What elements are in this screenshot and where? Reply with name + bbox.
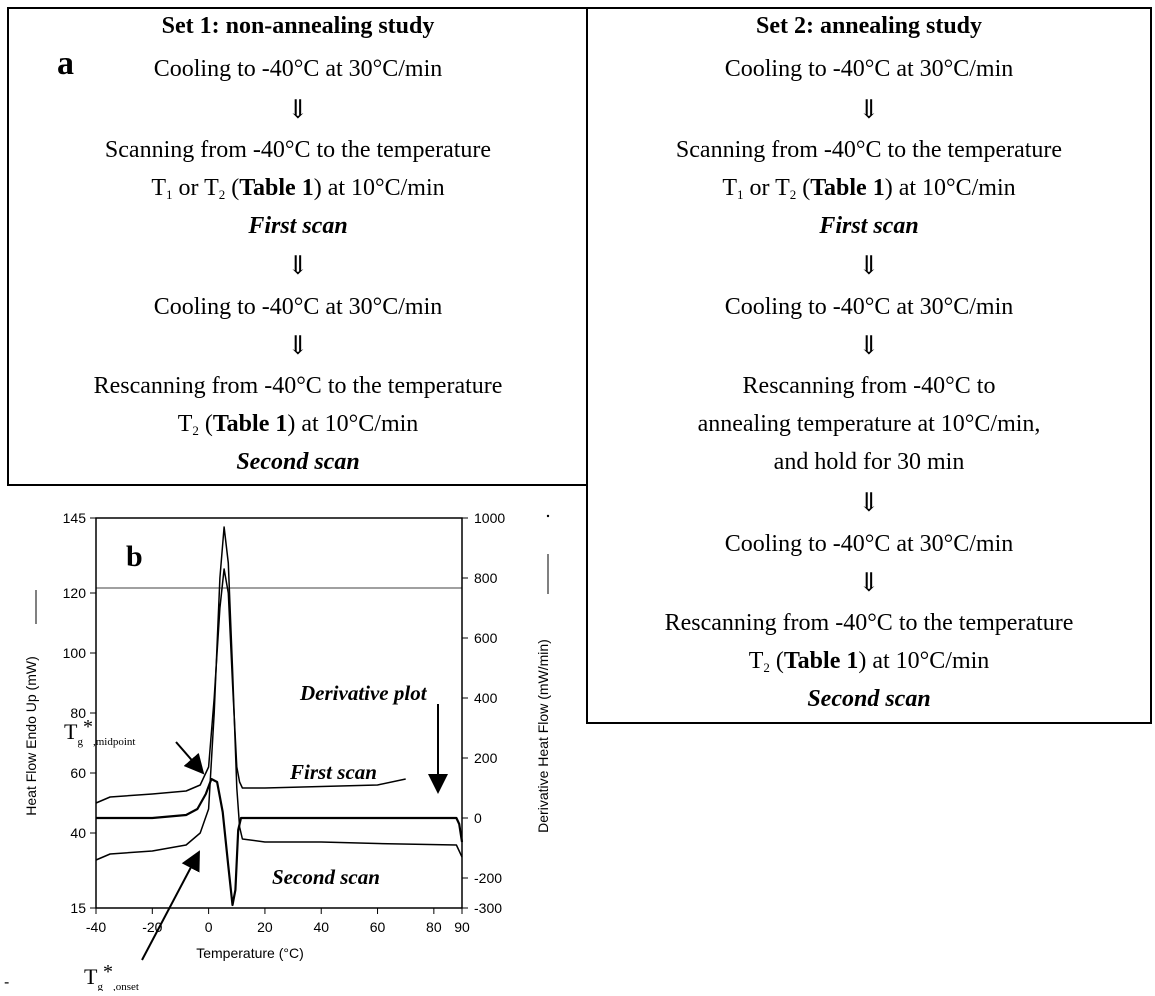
x-tick-label: 80	[426, 919, 442, 935]
set2-arrow-1: ⇓	[858, 95, 880, 124]
tg-onset-arrow	[141, 850, 200, 961]
plot-frame	[95, 517, 463, 909]
x-tick-label: 40	[313, 919, 329, 935]
panel-label-b: b	[126, 540, 143, 573]
derivative-line	[96, 777, 464, 907]
y-right-tick-label: 800	[474, 570, 498, 586]
set2-step-final-rescan-line2: T2 (Table 1) at 10°C/min	[748, 648, 990, 675]
x-tick-label: 20	[257, 919, 273, 935]
set2-step-scan-line1: Scanning from -40°C to the temperature	[675, 137, 1063, 163]
y-left-tick-label: 15	[70, 900, 86, 916]
y-right-tick-label: -200	[474, 870, 502, 886]
set2-arrow-3: ⇓	[858, 331, 880, 360]
annotation-derivative-plot: Derivative plot	[299, 681, 428, 705]
set2-title: Set 2: annealing study	[755, 13, 983, 39]
set1-flowchart: Set 1: non-annealing study a Cooling to …	[7, 7, 589, 486]
x-tick-label: 0	[205, 919, 213, 935]
annotation-first-scan: First scan	[289, 760, 377, 784]
second-scan-line	[95, 526, 463, 861]
set2-arrow-4: ⇓	[858, 488, 880, 517]
panel-label-a: a	[57, 45, 74, 82]
set1-step-cooling-1: Cooling to -40°C at 30°C/min	[153, 56, 443, 82]
y-left-tick-label: 60	[70, 765, 86, 781]
y-right-axis-label: Derivative Heat Flow (mW/min)	[535, 639, 551, 833]
tg-midpoint-arrow	[175, 741, 205, 775]
y-left-axis-label: Heat Flow Endo Up (mW)	[23, 656, 39, 815]
y-left-tick-label: 145	[63, 510, 87, 526]
set2-step-cooling-2: Cooling to -40°C at 30°C/min	[724, 294, 1014, 320]
x-tick-label: -40	[86, 919, 106, 935]
set1-step-scan-line1: Scanning from -40°C to the temperature	[104, 137, 492, 163]
y-right-legend-dot	[546, 514, 550, 518]
set1-arrow-2: ⇓	[287, 251, 309, 280]
set2-second-scan-label: Second scan	[807, 686, 931, 712]
x-tick-label: 90	[454, 919, 470, 935]
set1-step-rescan-line1: Rescanning from -40°C to the temperature	[93, 373, 503, 399]
set1-arrow-1: ⇓	[287, 95, 309, 124]
y-right-tick-label: 200	[474, 750, 498, 766]
x-axis-label: Temperature (°C)	[196, 945, 304, 961]
y-right-tick-label: 600	[474, 630, 498, 646]
set1-second-scan-label: Second scan	[236, 449, 360, 475]
annotation-second-scan: Second scan	[272, 865, 380, 889]
set2-step-scan-line2: T1 or T2 (Table 1) at 10°C/min	[722, 175, 1016, 202]
dsc-chart: b -40 -20 0 20 40 60 80 90 145 120 100 80 60 40 15 10…	[23, 510, 551, 991]
set2-step-rescan-line3: and hold for 30 min	[773, 449, 965, 475]
y-right-tick-label: 400	[474, 690, 498, 706]
y-right-tick-label: 1000	[474, 510, 505, 526]
tg-midpoint-label: Tg*,midpoint	[64, 716, 135, 748]
y-right-tick-label: -300	[474, 900, 502, 916]
set1-step-scan-line2: T1 or T2 (Table 1) at 10°C/min	[151, 175, 445, 202]
set2-step-final-rescan-line1: Rescanning from -40°C to the temperature	[664, 610, 1074, 636]
set2-arrow-2: ⇓	[858, 251, 880, 280]
set2-flowchart: Set 2: annealing study Cooling to -40°C …	[586, 7, 1152, 724]
y-right-axis-ticks: 1000 800 600 400 200 0 -200 -300	[462, 510, 505, 916]
set2-step-rescan-line1: Rescanning from -40°C to	[742, 373, 996, 399]
set2-arrow-5: ⇓	[858, 568, 880, 597]
set1-title: Set 1: non-annealing study	[161, 13, 435, 39]
y-right-tick-label: 0	[474, 810, 482, 826]
stray-dash: -	[4, 974, 10, 991]
chart-series	[95, 526, 464, 907]
x-axis-ticks: -40 -20 0 20 40 60 80 90	[86, 908, 470, 935]
set2-step-cooling-3: Cooling to -40°C at 30°C/min	[724, 531, 1014, 557]
x-tick-label: 60	[370, 919, 386, 935]
set1-first-scan-label: First scan	[248, 213, 348, 239]
y-left-tick-label: 120	[63, 585, 87, 601]
first-scan-line	[95, 568, 406, 804]
set1-arrow-3: ⇓	[287, 331, 309, 360]
set1-step-cooling-2: Cooling to -40°C at 30°C/min	[153, 294, 443, 320]
y-left-tick-label: 100	[63, 645, 87, 661]
tg-onset-label: Tg*,onset	[84, 961, 139, 991]
set2-first-scan-label: First scan	[819, 213, 919, 239]
set2-step-rescan-line2: annealing temperature at 10°C/min,	[697, 411, 1041, 437]
set1-step-rescan-line2: T2 (Table 1) at 10°C/min	[177, 411, 419, 438]
set2-step-cooling-1: Cooling to -40°C at 30°C/min	[724, 56, 1014, 82]
y-left-tick-label: 40	[70, 825, 86, 841]
y-left-tick-label: 80	[70, 705, 86, 721]
y-left-axis-ticks: 145 120 100 80 60 40 15	[63, 510, 96, 916]
